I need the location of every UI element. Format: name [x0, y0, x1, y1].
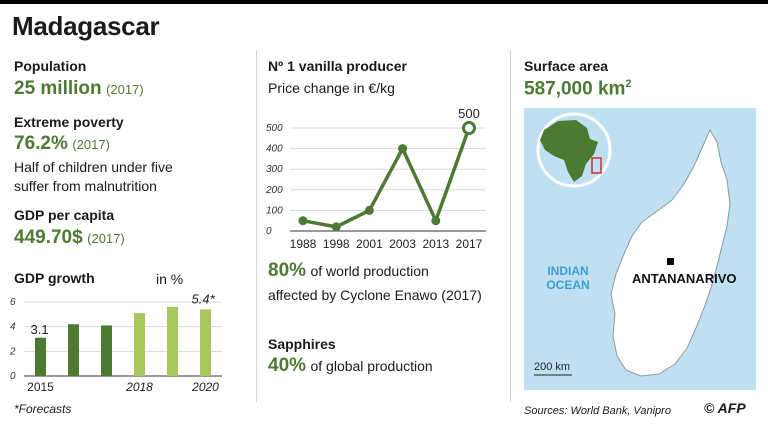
divider-right: [510, 50, 511, 402]
population-label: Population: [14, 58, 87, 74]
vanilla-x-label: 2013: [422, 237, 449, 251]
gdp-growth-unit: in %: [156, 271, 184, 287]
vanilla-stat: 80% of world production: [268, 260, 429, 282]
page-title: Madagascar: [12, 11, 160, 41]
population-value: 25 million: [14, 78, 102, 99]
vanilla-x-label: 2003: [389, 237, 416, 251]
scale-label: 200 km: [534, 361, 570, 373]
vanilla-x-label: 2001: [356, 237, 383, 251]
poverty-value: 76.2%: [14, 133, 68, 154]
ocean-label-line2: OCEAN: [546, 278, 589, 292]
poverty-label: Extreme poverty: [14, 114, 124, 130]
surface-value: 587,000 km: [524, 78, 626, 100]
gdp-y-tick: 2: [9, 346, 16, 357]
afp-logo: © AFP: [704, 400, 746, 416]
sapphires-label: Sapphires: [268, 336, 336, 352]
vanilla-price-chart: 0 100 200 300 400 500 1988 1998 2001 2003 2013 2017…: [265, 106, 486, 251]
vanilla-point: [431, 216, 441, 226]
vanilla-x-label: 2017: [456, 237, 483, 251]
vanilla-point: [364, 205, 374, 215]
vanilla-y-tick: 100: [266, 205, 283, 216]
poverty-year: (2017): [72, 137, 110, 152]
gdp-capita-year: (2017): [87, 231, 125, 246]
gdp-y-tick: 0: [10, 371, 16, 382]
gdp-growth-chart: 0 2 4 6 3.1 5.4* 2015 2018 2020: [9, 291, 222, 394]
vanilla-peak-label: 500: [458, 106, 480, 121]
madagascar-map: ANTANANARIVO INDIAN OCEAN 200 km: [524, 108, 756, 390]
africa-continent: [540, 120, 598, 182]
gdp-capita-stat: 449.70$ (2017): [14, 227, 125, 249]
vanilla-y-tick: 300: [266, 164, 283, 175]
sapphires-stat: 40% of global production: [268, 355, 433, 377]
gdp-bar: [101, 325, 112, 376]
gdp-y-tick: 4: [10, 322, 16, 333]
divider-left: [256, 50, 257, 402]
population-stat: 25 million (2017): [14, 78, 144, 100]
gdp-bar: [68, 324, 79, 376]
vanilla-point: [331, 222, 341, 232]
surface-stat: 587,000 km2: [524, 78, 632, 100]
surface-label: Surface area: [524, 58, 609, 74]
ocean-label-line1: INDIAN: [547, 264, 588, 278]
vanilla-subheading: Price change in €/kg: [268, 80, 395, 96]
sapphires-text: of global production: [310, 358, 433, 374]
gdp-bar: [35, 337, 46, 376]
capital-marker: [667, 258, 674, 265]
gdp-bar: [134, 313, 145, 376]
gdp-first-value-label: 3.1: [31, 322, 49, 337]
gdp-capita-value: 449.70$: [14, 227, 83, 248]
locator-box: [591, 157, 602, 174]
sapphires-value: 40%: [268, 355, 307, 376]
gdp-last-value-label: 5.4*: [192, 291, 216, 306]
gdp-growth-label: GDP growth: [14, 270, 95, 286]
vanilla-stat-value: 80%: [268, 260, 307, 281]
vanilla-y-tick: 400: [266, 144, 283, 155]
vanilla-stat-text1: of world production: [310, 263, 429, 279]
poverty-note: Half of children under five suffer from …: [14, 158, 173, 196]
sources: Sources: World Bank, Vanipro: [524, 405, 671, 417]
vanilla-y-tick: 500: [266, 123, 283, 134]
vanilla-price-line: [302, 127, 471, 229]
gdp-x-label: 2015: [27, 380, 54, 394]
vanilla-point: [298, 216, 308, 226]
vanilla-x-label: 1998: [323, 237, 350, 251]
gdp-bar: [200, 309, 211, 376]
vanilla-line: 0 100 200 300 400 500 1988 1998 2001 2003 2013 2017…: [265, 106, 486, 251]
poverty-stat: 76.2% (2017): [14, 133, 110, 155]
vanilla-heading: Nº 1 vanilla producer: [268, 58, 407, 74]
poverty-note-line1: Half of children under five: [14, 159, 173, 175]
vanilla-y-tick: 200: [265, 185, 283, 196]
gdp-bars: 0 2 4 6 3.1 5.4* 2015 2018 2020: [9, 291, 222, 394]
gdp-x-label: 2018: [125, 380, 153, 394]
vanilla-y-tick: 0: [266, 226, 272, 237]
gdp-bar: [167, 306, 178, 376]
gdp-y-tick: 6: [10, 297, 16, 308]
madagascar-island: [610, 128, 731, 377]
forecast-footnote: *Forecasts: [14, 402, 72, 416]
vanilla-stat-text2: affected by Cyclone Enawo (2017): [268, 287, 482, 303]
vanilla-point: [462, 121, 476, 135]
top-bar: [0, 0, 768, 4]
capital-label: ANTANANARIVO: [632, 271, 736, 286]
gdp-capita-label: GDP per capita: [14, 207, 115, 223]
poverty-note-line2: suffer from malnutrition: [14, 178, 157, 194]
population-year: (2017): [106, 82, 144, 97]
gdp-x-label: 2020: [191, 380, 219, 394]
vanilla-point: [398, 144, 408, 154]
vanilla-x-label: 1988: [290, 237, 317, 251]
surface-sup: 2: [625, 78, 632, 90]
